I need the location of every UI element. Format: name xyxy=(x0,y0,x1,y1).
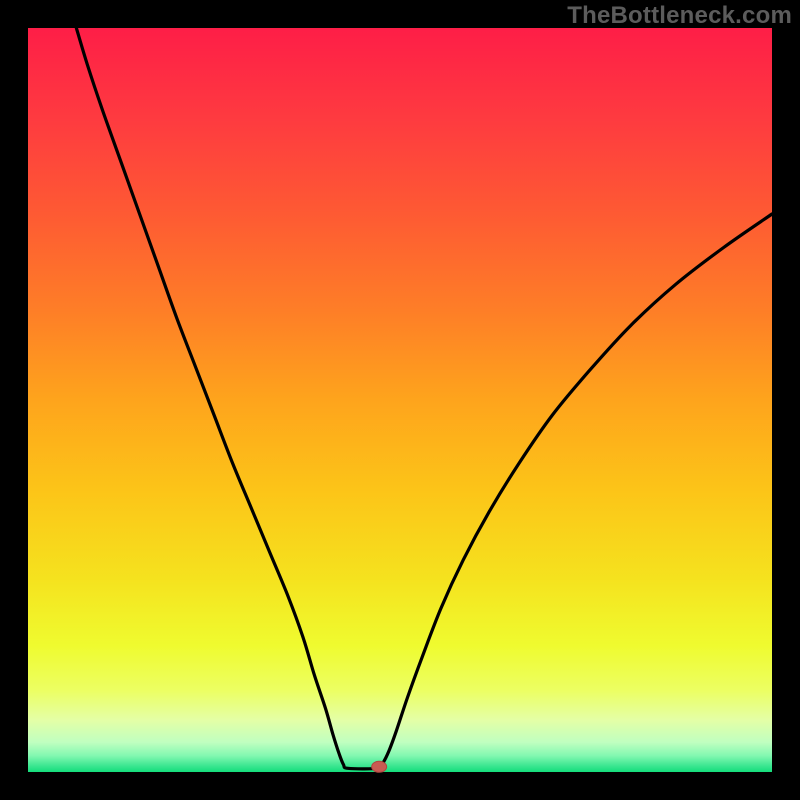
plot-background xyxy=(28,28,772,772)
watermark-text: TheBottleneck.com xyxy=(567,2,792,30)
optimal-point-marker xyxy=(372,761,387,772)
chart-container: TheBottleneck.com xyxy=(0,0,800,800)
bottleneck-chart xyxy=(0,0,800,800)
